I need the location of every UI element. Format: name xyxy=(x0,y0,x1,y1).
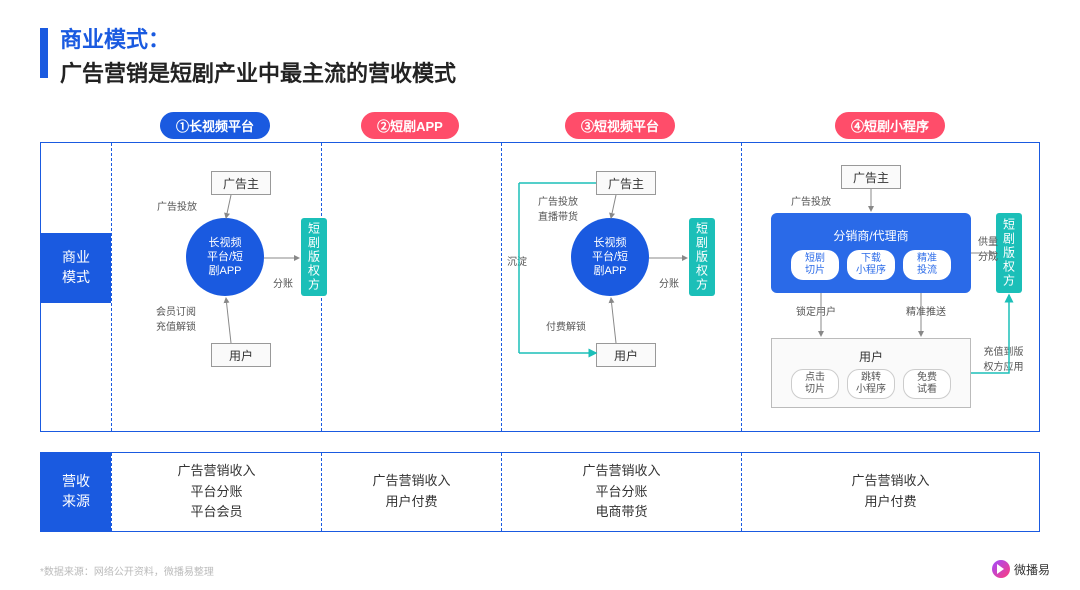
col4-user-item-1: 点击 切片 xyxy=(791,369,839,399)
edge-label: 锁定用户 xyxy=(786,303,846,318)
edge-label: 分账 xyxy=(268,275,298,290)
col1-advertiser: 广告主 xyxy=(211,171,271,195)
edge-label: 分账 xyxy=(654,275,684,290)
col4-user-box: 用户 点击 切片 跳转 小程序 免费 试看 xyxy=(771,338,971,408)
edge-label: 沉淀 xyxy=(504,253,530,268)
col1-user: 用户 xyxy=(211,343,271,367)
edge-label: 付费解锁 xyxy=(536,318,596,333)
col4-dist-item-3: 精准 投流 xyxy=(903,250,951,280)
edge-label: 供量 分成 xyxy=(973,233,1003,263)
edge-label: 精准推送 xyxy=(896,303,956,318)
col1-copyright: 短剧版权方 xyxy=(301,218,327,296)
row-label-revenue: 营收 来源 xyxy=(41,453,111,531)
column-headers: ①长视频平台 ②短剧APP ③短视频平台 ④短剧小程序 xyxy=(110,112,1040,139)
col3-platform-circle: 长视频 平台/短 剧APP xyxy=(571,218,649,296)
revenue-cell-1: 广告营销收入 平台分账 平台会员 xyxy=(111,453,321,531)
edge-label: 会员订阅 充值解锁 xyxy=(141,303,211,333)
col1-platform-circle: 长视频 平台/短 剧APP xyxy=(186,218,264,296)
revenue-cell-3: 广告营销收入 平台分账 电商带货 xyxy=(501,453,741,531)
col-header-3: ③短视频平台 xyxy=(565,112,675,139)
revenue-box: 营收 来源 广告营销收入 平台分账 平台会员 广告营销收入 用户付费 广告营销收… xyxy=(40,452,1040,532)
brand-text: 微播易 xyxy=(1014,561,1050,578)
revenue-cell-2: 广告营销收入 用户付费 xyxy=(321,453,501,531)
col4-distributor-title: 分销商/代理商 xyxy=(833,227,908,244)
col4-advertiser: 广告主 xyxy=(841,165,901,189)
col4-user-item-3: 免费 试看 xyxy=(903,369,951,399)
footnote: *数据来源：网络公开资料，微播易整理 xyxy=(40,563,214,578)
col-header-4: ④短剧小程序 xyxy=(835,112,945,139)
col-header-2: ②短剧APP xyxy=(361,112,459,139)
col4-distributor: 分销商/代理商 短剧 切片 下载 小程序 精准 投流 xyxy=(771,213,971,293)
title-line2: 广告营销是短剧产业中最主流的营收模式 xyxy=(60,56,456,88)
brand-icon xyxy=(992,560,1010,578)
col-header-1: ①长视频平台 xyxy=(160,112,270,139)
edge-label: 广告投放 xyxy=(147,198,207,213)
col4-user-title: 用户 xyxy=(859,348,883,365)
diagram-box: 商业 模式 广告主 长视频 平台/短 剧APP 用户 短剧版权方 广告投放 会员… xyxy=(40,142,1040,432)
title-accent-bar xyxy=(40,28,48,78)
brand: 微播易 xyxy=(992,560,1050,578)
col4-dist-item-2: 下载 小程序 xyxy=(847,250,895,280)
row-label-model: 商业 模式 xyxy=(41,233,111,303)
revenue-cell-4: 广告营销收入 用户付费 xyxy=(741,453,1039,531)
edge-label: 充值到版 权方应用 xyxy=(976,343,1031,373)
col3-copyright: 短剧版权方 xyxy=(689,218,715,296)
title-line1: 商业模式： xyxy=(60,22,456,54)
edge-label: 广告投放 直播带货 xyxy=(523,193,593,223)
edge-label: 广告投放 xyxy=(781,193,841,208)
col3-user: 用户 xyxy=(596,343,656,367)
col4-dist-item-1: 短剧 切片 xyxy=(791,250,839,280)
col3-advertiser: 广告主 xyxy=(596,171,656,195)
col4-user-item-2: 跳转 小程序 xyxy=(847,369,895,399)
title-block: 商业模式： 广告营销是短剧产业中最主流的营收模式 xyxy=(60,22,456,88)
